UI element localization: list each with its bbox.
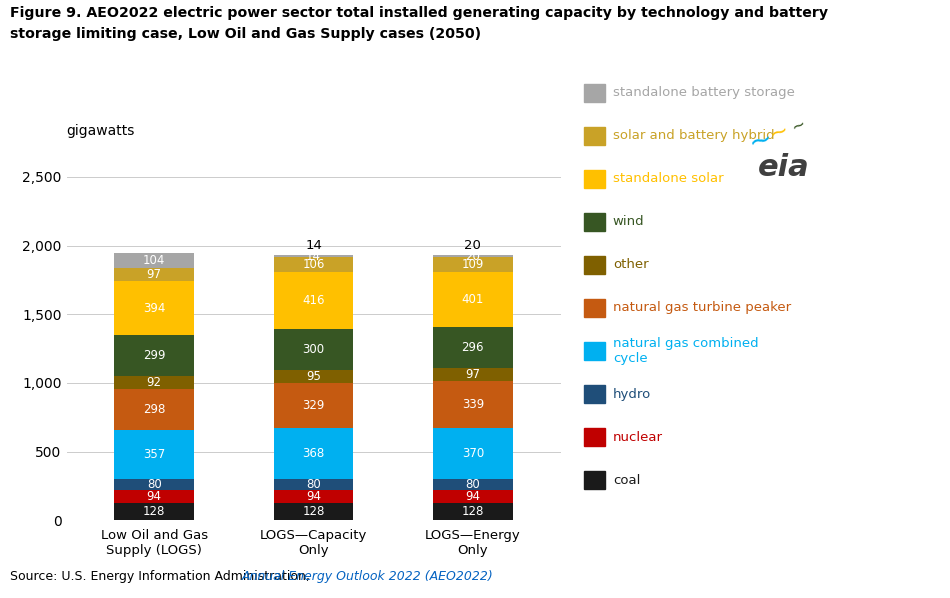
Bar <box>433 479 513 490</box>
Bar <box>274 479 353 490</box>
Text: 416: 416 <box>302 294 325 307</box>
Text: 95: 95 <box>306 370 321 383</box>
Bar <box>274 255 353 257</box>
Bar <box>114 503 194 520</box>
Text: 368: 368 <box>302 447 325 460</box>
Text: solar and battery hybrid: solar and battery hybrid <box>613 129 774 142</box>
Bar <box>433 503 513 520</box>
Bar <box>433 428 513 479</box>
Text: standalone solar: standalone solar <box>613 172 723 185</box>
Text: coal: coal <box>613 474 640 487</box>
Bar <box>114 335 194 376</box>
Bar <box>274 428 353 479</box>
Bar <box>114 376 194 389</box>
Text: 128: 128 <box>302 505 325 518</box>
Bar <box>274 503 353 520</box>
Bar <box>433 382 513 428</box>
Bar <box>274 257 353 271</box>
Text: 14: 14 <box>306 250 321 263</box>
Bar <box>433 328 513 368</box>
Text: 370: 370 <box>462 447 484 460</box>
Bar <box>274 329 353 370</box>
Bar <box>433 273 513 328</box>
Text: wind: wind <box>613 215 644 228</box>
Text: 104: 104 <box>142 254 165 267</box>
Bar <box>114 254 194 268</box>
Text: ~: ~ <box>745 124 775 157</box>
Text: Annual Energy Outlook 2022 (AEO2022): Annual Energy Outlook 2022 (AEO2022) <box>242 570 494 583</box>
Text: 14: 14 <box>305 239 322 252</box>
Text: 401: 401 <box>462 294 484 306</box>
Text: 128: 128 <box>462 505 484 518</box>
Text: 80: 80 <box>466 478 481 491</box>
Bar <box>433 257 513 273</box>
Text: 94: 94 <box>146 490 162 503</box>
Text: 92: 92 <box>146 376 162 389</box>
Text: eia: eia <box>758 153 809 182</box>
Text: standalone battery storage: standalone battery storage <box>613 86 794 99</box>
Bar <box>114 281 194 335</box>
Text: ~: ~ <box>767 119 791 144</box>
Text: 299: 299 <box>142 349 165 362</box>
Text: cycle: cycle <box>613 352 647 365</box>
Text: Source: U.S. Energy Information Administration,: Source: U.S. Energy Information Administ… <box>10 570 314 583</box>
Text: 109: 109 <box>462 258 484 271</box>
Text: 97: 97 <box>146 268 162 281</box>
Bar <box>433 368 513 382</box>
Bar <box>274 271 353 329</box>
Text: 80: 80 <box>306 478 321 491</box>
Text: 80: 80 <box>146 478 162 491</box>
Text: 329: 329 <box>302 399 325 412</box>
Text: 298: 298 <box>142 403 165 416</box>
Bar <box>433 490 513 503</box>
Text: gigawatts: gigawatts <box>66 124 135 138</box>
Text: 296: 296 <box>462 341 484 354</box>
Text: natural gas combined: natural gas combined <box>613 337 758 350</box>
Text: 357: 357 <box>143 448 165 461</box>
Bar <box>274 490 353 503</box>
Bar <box>114 430 194 479</box>
Text: hydro: hydro <box>613 388 651 401</box>
Text: storage limiting case, Low Oil and Gas Supply cases (2050): storage limiting case, Low Oil and Gas S… <box>10 27 481 41</box>
Text: 128: 128 <box>142 505 165 518</box>
Text: natural gas turbine peaker: natural gas turbine peaker <box>613 301 790 315</box>
Text: 97: 97 <box>466 368 481 382</box>
Text: nuclear: nuclear <box>613 431 663 444</box>
Text: 20: 20 <box>466 249 481 263</box>
Bar <box>114 479 194 490</box>
Text: 339: 339 <box>462 398 484 411</box>
Text: 106: 106 <box>302 258 325 271</box>
Bar <box>114 389 194 430</box>
Text: 20: 20 <box>465 239 482 252</box>
Bar <box>274 383 353 428</box>
Text: Figure 9. AEO2022 electric power sector total installed generating capacity by t: Figure 9. AEO2022 electric power sector … <box>10 6 827 20</box>
Text: 300: 300 <box>302 343 325 356</box>
Text: other: other <box>613 258 648 271</box>
Bar <box>114 490 194 503</box>
Bar <box>433 255 513 257</box>
Text: 394: 394 <box>142 301 165 315</box>
Text: 94: 94 <box>306 490 321 503</box>
Bar <box>114 268 194 281</box>
Bar <box>274 370 353 383</box>
Text: 94: 94 <box>466 490 481 503</box>
Text: ~: ~ <box>788 114 808 137</box>
